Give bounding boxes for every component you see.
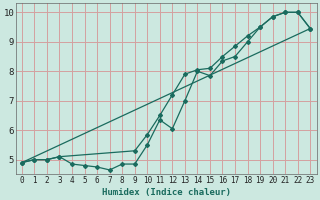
X-axis label: Humidex (Indice chaleur): Humidex (Indice chaleur) [101,188,231,197]
